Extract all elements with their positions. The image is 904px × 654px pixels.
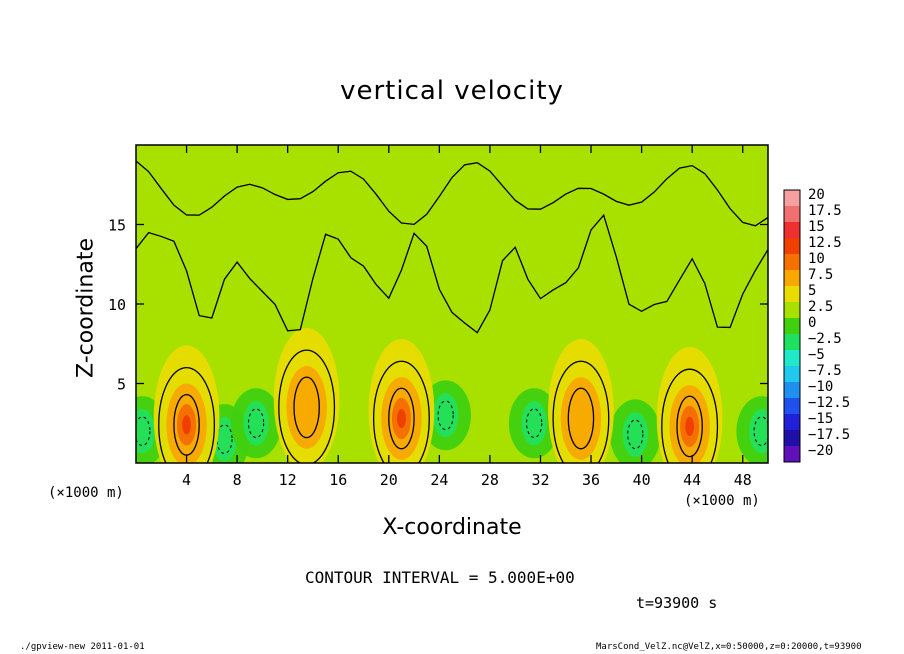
negative-contour <box>247 408 265 439</box>
colorbar-swatch <box>784 334 800 351</box>
colorbar-label: −7.5 <box>808 363 842 379</box>
chart-title: vertical velocity <box>340 76 564 106</box>
downdraft-core <box>749 408 768 454</box>
upper-contour <box>136 213 768 334</box>
y-tick-label: 10 <box>108 296 126 314</box>
colorbar-swatch <box>784 286 800 303</box>
colorbar-label: 7.5 <box>808 267 833 283</box>
updraft-peak-core <box>182 415 191 435</box>
contour-5 <box>676 395 703 458</box>
colorbar: 2017.51512.5107.552.50−2.5−5−7.5−10−12.5… <box>783 187 850 463</box>
top-contour <box>136 160 768 227</box>
colorbar-label: 15 <box>808 219 825 235</box>
colorbar-swatch <box>784 414 800 431</box>
colorbar-label: 20 <box>808 187 825 203</box>
zero-contour <box>552 360 610 463</box>
x-tick-label: 20 <box>380 471 398 489</box>
colorbar-swatch <box>784 222 800 239</box>
downdraft-core <box>521 400 547 446</box>
colorbar-label: 12.5 <box>808 235 842 251</box>
colorbar-label: 0 <box>808 315 816 331</box>
updraft-peak-core <box>397 408 406 429</box>
colorbar-swatch <box>784 318 800 335</box>
footer-right-text: MarsCond_VelZ.nc@VelZ,x=0:50000,z=0:2000… <box>596 642 862 652</box>
x-unit-left: (×1000 m) <box>48 485 124 501</box>
negative-contour <box>136 416 151 447</box>
colorbar-swatch <box>784 302 800 319</box>
contour-5 <box>293 376 320 439</box>
time-label: t=93900 s <box>636 594 718 612</box>
colorbar-swatch <box>784 350 800 367</box>
colorbar-label: 10 <box>808 251 825 267</box>
colorbar-swatch <box>784 366 800 383</box>
colorbar-label: −2.5 <box>808 331 842 347</box>
colorbar-label: −20 <box>808 443 833 459</box>
colorbar-label: 17.5 <box>808 203 842 219</box>
x-tick-label: 44 <box>683 471 701 489</box>
colorbar-label: −5 <box>808 347 825 363</box>
x-tick-label: 24 <box>430 471 448 489</box>
x-tick-label: 36 <box>582 471 600 489</box>
colorbar-swatch <box>784 190 800 207</box>
downdraft-core <box>622 412 648 457</box>
colorbar-swatch <box>784 430 800 447</box>
zero-contour <box>661 368 719 463</box>
x-tick-label: 28 <box>481 471 499 489</box>
colorbar-swatch <box>784 206 800 223</box>
contour-5 <box>567 387 595 450</box>
negative-contour <box>627 419 644 450</box>
x-tick-label: 4 <box>182 471 191 489</box>
colorbar-label: 2.5 <box>808 299 833 315</box>
negative-contour <box>216 424 233 454</box>
y-tick-label: 15 <box>108 217 126 235</box>
colorbar-label: 5 <box>808 283 816 299</box>
updraft-peak-core <box>685 416 695 436</box>
downdraft-core <box>243 400 269 446</box>
zero-contour <box>372 360 430 463</box>
x-tick-label: 32 <box>531 471 549 489</box>
downdraft-core <box>136 408 155 454</box>
contour-interval-note: CONTOUR INTERVAL = 5.000E+00 <box>305 568 575 587</box>
colorbar-swatch <box>784 254 800 271</box>
y-tick-label: 5 <box>117 376 126 394</box>
colorbar-label: −15 <box>808 411 833 427</box>
contour-5 <box>388 387 415 450</box>
negative-contour <box>437 400 454 431</box>
plot-area <box>136 145 768 463</box>
x-tick-label: 12 <box>279 471 297 489</box>
negative-contour <box>526 408 543 439</box>
updraft-band <box>286 366 327 449</box>
x-tick-label: 8 <box>233 471 242 489</box>
colorbar-label: −10 <box>808 379 833 395</box>
colorbar-swatch <box>784 382 800 399</box>
colorbar-swatch <box>784 270 800 287</box>
colorbar-label: −17.5 <box>808 427 850 443</box>
x-unit-right: (×1000 m) <box>684 493 760 509</box>
updraft-band <box>560 377 602 460</box>
colorbar-swatch <box>784 446 800 463</box>
zero-contour <box>158 366 216 463</box>
x-axis-label: X-coordinate <box>382 515 522 540</box>
colorbar-border <box>783 189 801 463</box>
x-tick-label: 40 <box>633 471 651 489</box>
colorbar-swatch <box>784 398 800 415</box>
x-tick-label: 16 <box>329 471 347 489</box>
colorbar-swatch <box>784 238 800 255</box>
x-tick-label: 48 <box>734 471 752 489</box>
zero-contour <box>278 349 336 463</box>
colorbar-label: −12.5 <box>808 395 850 411</box>
footer-left-text: ./gpview-new 2011-01-01 <box>20 642 145 652</box>
downdraft-core <box>433 393 459 438</box>
